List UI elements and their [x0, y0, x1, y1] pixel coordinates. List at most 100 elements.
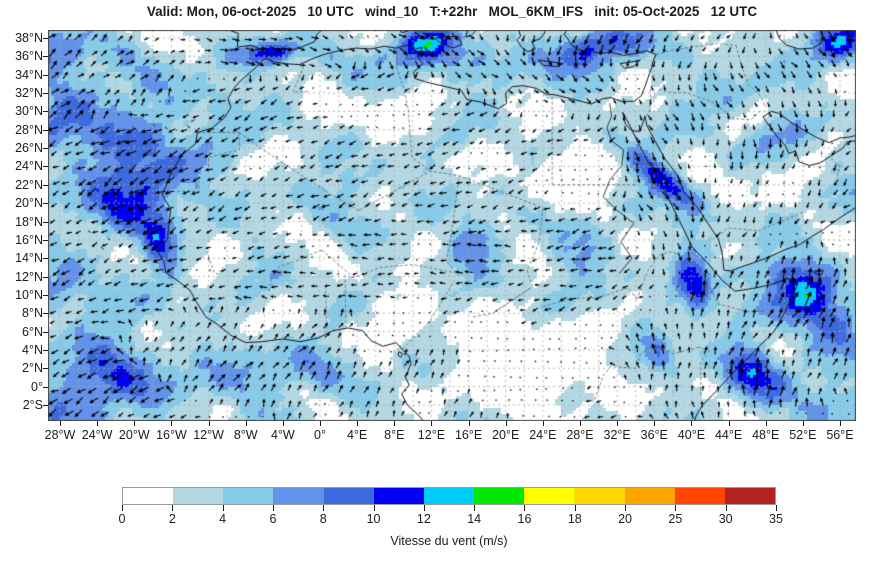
x-tick-mark	[134, 421, 136, 426]
colorbar-tick-label: 30	[718, 512, 733, 526]
colorbar-tick-mark	[725, 505, 727, 511]
colorbar-tick-label: 16	[517, 512, 532, 526]
x-tick-label: 28°W	[44, 428, 76, 442]
x-tick-label: 24°E	[529, 428, 557, 442]
colorbar-tick-mark	[625, 505, 627, 511]
colorbar-cell	[373, 488, 424, 504]
y-tick-label: 22°N	[15, 177, 43, 192]
colorbar-tick-label: 18	[567, 512, 582, 526]
colorbar-cell	[674, 488, 725, 504]
x-tick-mark	[431, 421, 433, 426]
y-tick-label: 2°N	[22, 361, 43, 376]
y-tick-mark	[43, 368, 48, 370]
x-tick-label: 20°E	[492, 428, 520, 442]
y-tick-label: 26°N	[15, 141, 43, 156]
y-tick-mark	[43, 313, 48, 315]
colorbar-tick-mark	[776, 505, 777, 511]
y-tick-mark	[43, 258, 48, 260]
colorbar-tick-label: 6	[269, 512, 277, 526]
x-tick-mark	[728, 421, 730, 426]
x-tick-label: 16°E	[454, 428, 483, 442]
colorbar-cell	[173, 488, 224, 504]
x-tick-label: 12°E	[417, 428, 446, 442]
colorbar-cell	[624, 488, 675, 504]
x-tick-label: 4°E	[346, 428, 368, 442]
colorbar-tick-mark	[222, 505, 224, 511]
y-tick-label: 38°N	[15, 31, 43, 45]
x-tick-label: 48°E	[752, 428, 780, 442]
x-tick-mark	[245, 421, 247, 426]
x-tick-label: 20°W	[118, 428, 150, 442]
y-tick-label: 18°N	[15, 214, 43, 229]
x-tick-label: 52°E	[789, 428, 817, 442]
colorbar-tick-label: 12	[416, 512, 431, 526]
y-tick-label: 10°N	[15, 287, 43, 302]
colorbar-tick-label: 0	[118, 512, 126, 526]
x-tick-label: 4°W	[270, 428, 295, 442]
y-tick-mark	[43, 56, 48, 58]
colorbar-tick-mark	[323, 505, 325, 511]
colorbar-cell	[724, 488, 776, 504]
y-tick-mark	[43, 129, 48, 131]
colorbar-tick-label: 4	[219, 512, 227, 526]
colorbar-tick-label: 10	[366, 512, 381, 526]
y-tick-label: 36°N	[15, 49, 43, 64]
x-tick-mark	[208, 421, 210, 426]
y-tick-label: 4°N	[22, 342, 43, 357]
y-tick-mark	[43, 111, 48, 113]
colorbar	[122, 487, 776, 505]
y-tick-label: 24°N	[15, 159, 43, 174]
x-tick-mark	[282, 421, 284, 426]
y-tick-mark	[43, 276, 48, 278]
x-tick-label: 0°	[314, 428, 326, 442]
x-tick-label: 28°E	[566, 428, 594, 442]
y-tick-label: 2°S	[22, 398, 43, 412]
y-tick-label: 32°N	[15, 86, 43, 101]
colorbar-cell	[423, 488, 475, 504]
x-tick-mark	[468, 421, 470, 426]
y-tick-label: 0°	[31, 379, 43, 394]
colorbar-cell	[524, 488, 575, 504]
x-tick-mark	[839, 421, 841, 426]
colorbar-tick-mark	[675, 505, 677, 511]
y-tick-mark	[43, 239, 48, 241]
colorbar-tick-mark	[524, 505, 526, 511]
x-tick-mark	[60, 421, 61, 426]
x-tick-mark	[357, 421, 359, 426]
colorbar-tick-label: 25	[668, 512, 683, 526]
colorbar-tick-mark	[122, 505, 123, 511]
y-tick-label: 14°N	[15, 251, 43, 266]
x-tick-mark	[171, 421, 173, 426]
x-tick-mark	[505, 421, 507, 426]
colorbar-caption: Vitesse du vent (m/s)	[390, 534, 508, 548]
y-tick-mark	[43, 38, 48, 39]
y-tick-label: 16°N	[15, 232, 43, 247]
colorbar-tick-mark	[474, 505, 476, 511]
colorbar-cell	[273, 488, 324, 504]
colorbar-tick-label: 20	[618, 512, 633, 526]
colorbar-tick-label: 35	[769, 512, 783, 526]
y-tick-mark	[43, 148, 48, 150]
colorbar-cell	[223, 488, 274, 504]
y-tick-label: 12°N	[15, 269, 43, 284]
x-tick-mark	[765, 421, 767, 426]
colorbar-tick-mark	[574, 505, 576, 511]
y-tick-mark	[43, 184, 48, 186]
y-tick-mark	[43, 93, 48, 95]
y-tick-mark	[43, 386, 48, 388]
x-tick-label: 24°W	[81, 428, 113, 442]
colorbar-cell	[123, 488, 174, 504]
y-tick-label: 28°N	[15, 122, 43, 137]
x-tick-mark	[319, 421, 321, 426]
colorbar-tick-mark	[373, 505, 375, 511]
y-tick-label: 30°N	[15, 104, 43, 119]
x-tick-label: 36°E	[640, 428, 668, 442]
colorbar-tick-label: 14	[467, 512, 482, 526]
y-tick-label: 34°N	[15, 67, 43, 82]
x-tick-mark	[802, 421, 804, 426]
colorbar-cell	[474, 488, 525, 504]
y-tick-label: 20°N	[15, 196, 43, 211]
x-tick-label: 44°E	[714, 428, 743, 442]
x-tick-label: 32°E	[603, 428, 631, 442]
